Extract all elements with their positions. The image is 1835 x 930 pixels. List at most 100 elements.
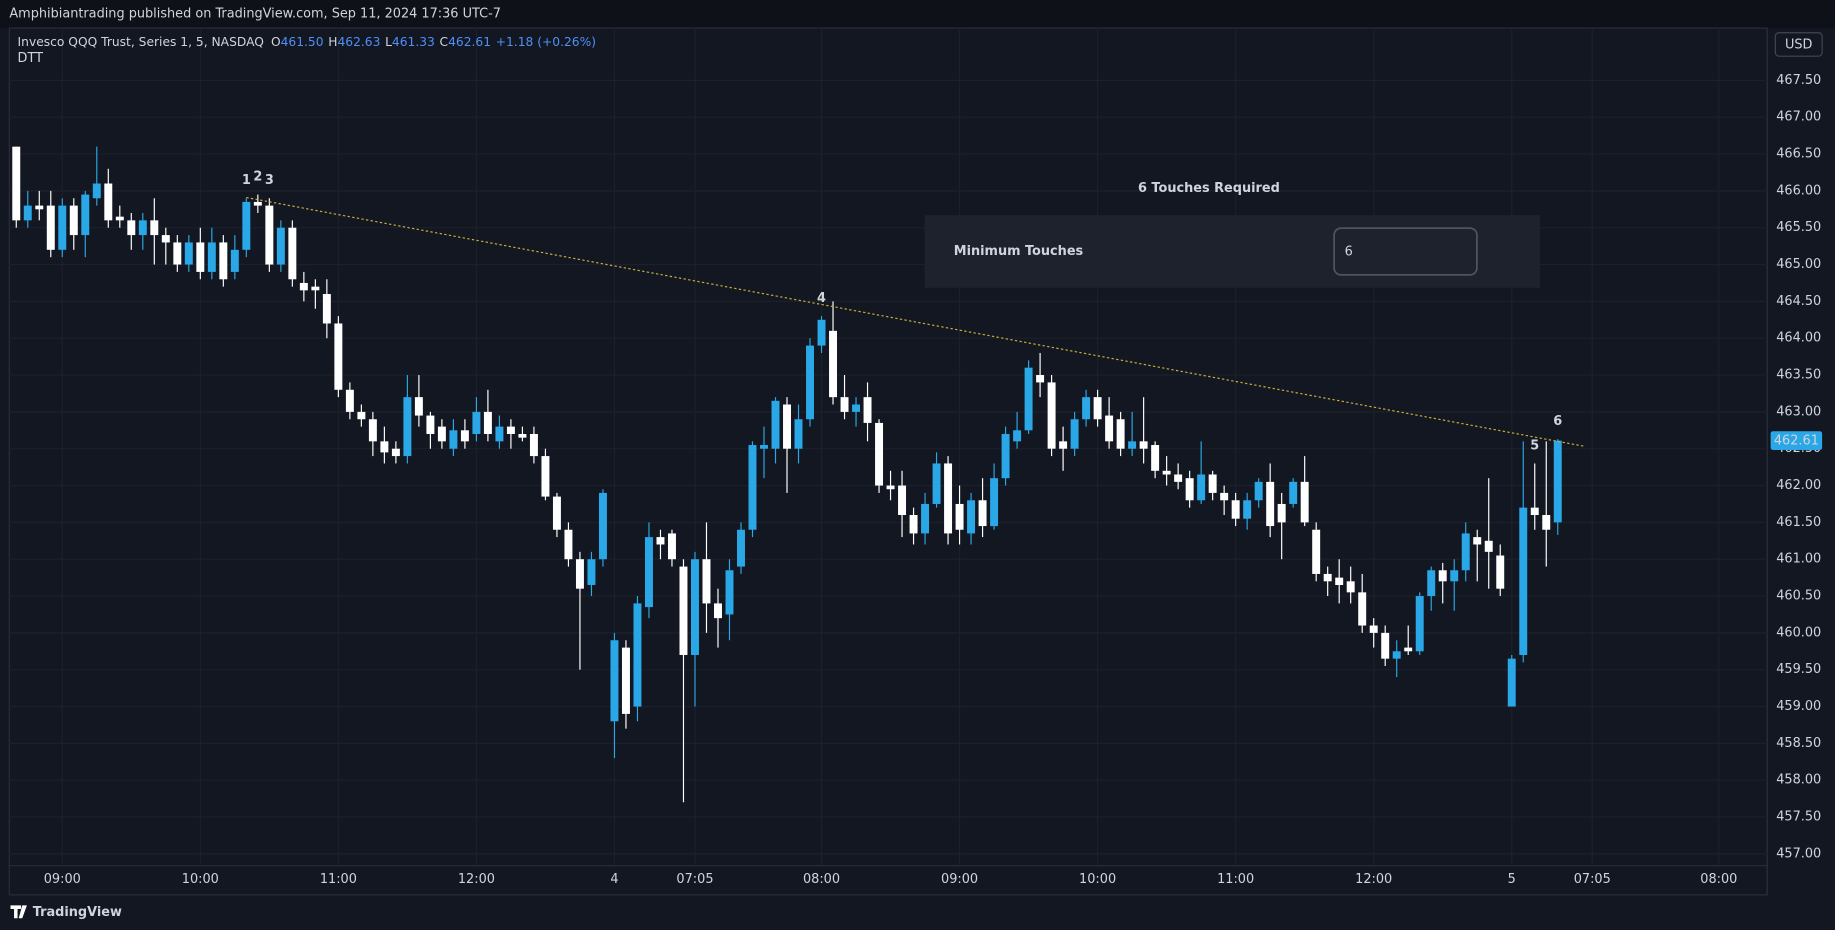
candle-body bbox=[23, 205, 32, 221]
candle-body bbox=[1277, 503, 1286, 523]
candle-body bbox=[633, 603, 642, 707]
x-tick-label: 12:00 bbox=[458, 872, 495, 887]
candle-body bbox=[230, 249, 239, 272]
candle-body bbox=[414, 397, 423, 416]
candle-body bbox=[138, 220, 147, 236]
y-tick-label: 461.00 bbox=[1776, 552, 1821, 567]
candle-body bbox=[35, 205, 44, 210]
candle-body bbox=[1162, 470, 1171, 475]
y-tick-label: 457.50 bbox=[1776, 810, 1821, 825]
candle-body bbox=[1185, 478, 1194, 501]
candle-body bbox=[1174, 474, 1183, 482]
candle-body bbox=[69, 205, 78, 236]
candle-body bbox=[886, 485, 895, 490]
candle-body bbox=[702, 559, 711, 604]
candle-body bbox=[967, 500, 976, 534]
currency[interactable]: USD bbox=[1785, 38, 1813, 53]
y-tick-label: 462.00 bbox=[1776, 478, 1821, 493]
candle-body bbox=[875, 422, 884, 486]
candle-body bbox=[1289, 481, 1298, 504]
candle-body bbox=[437, 426, 446, 442]
y-tick-label: 457.00 bbox=[1776, 846, 1821, 861]
x-tick-label: 08:00 bbox=[1700, 872, 1737, 887]
ohlc-value: 462.63 bbox=[337, 35, 380, 49]
candle-body bbox=[691, 559, 699, 655]
candle-body bbox=[1001, 433, 1010, 479]
candle-body bbox=[541, 456, 550, 497]
candle-body bbox=[207, 242, 216, 272]
candle-body bbox=[12, 146, 21, 221]
candle-body bbox=[380, 441, 389, 453]
field-value[interactable]: 6 bbox=[1345, 245, 1353, 260]
y-tick-label: 464.00 bbox=[1776, 331, 1821, 346]
grid bbox=[9, 28, 1768, 866]
top-bar bbox=[0, 0, 1835, 29]
candle-body bbox=[345, 389, 354, 412]
candle-body bbox=[495, 426, 504, 442]
brand-logo bbox=[10, 905, 27, 919]
y-tick-label: 461.50 bbox=[1776, 515, 1821, 530]
candle-body bbox=[1473, 537, 1482, 545]
candle-body bbox=[598, 492, 607, 560]
x-tick-label: 10:00 bbox=[182, 872, 219, 887]
y-tick-label: 459.50 bbox=[1776, 662, 1821, 677]
last-price-label: 462.61 bbox=[1774, 434, 1819, 449]
candle-body bbox=[1208, 474, 1217, 493]
candle-body bbox=[219, 242, 228, 280]
symbol-legend: Invesco QQQ Trust, Series 1, 5, NASDAQ O4… bbox=[18, 35, 597, 49]
y-tick-label: 464.50 bbox=[1776, 294, 1821, 309]
candle-body bbox=[1300, 481, 1309, 523]
candle-body bbox=[1105, 415, 1114, 442]
brand: TradingView bbox=[33, 905, 122, 920]
candle-body bbox=[1231, 500, 1240, 519]
ohlc-value: 462.61 bbox=[448, 35, 491, 49]
x-tick-label: 11:00 bbox=[320, 872, 357, 887]
ohlc-key: C bbox=[440, 35, 449, 49]
candle-body bbox=[403, 397, 412, 457]
candle-body bbox=[1553, 440, 1562, 523]
candle-body bbox=[737, 529, 745, 567]
candle-body bbox=[817, 319, 826, 346]
candle-body bbox=[81, 194, 90, 236]
y-tick-label: 458.50 bbox=[1776, 736, 1821, 751]
ohlc-value: 461.50 bbox=[281, 35, 324, 49]
candle-body bbox=[1530, 507, 1539, 516]
candle-body bbox=[1059, 441, 1068, 449]
candle-body bbox=[575, 559, 584, 589]
candle-body bbox=[1519, 507, 1528, 655]
candle-body bbox=[196, 242, 205, 272]
candle-body bbox=[852, 404, 861, 412]
candle-body bbox=[518, 433, 527, 438]
candle-body bbox=[1438, 570, 1447, 582]
candle-body bbox=[1507, 658, 1516, 707]
candle-body bbox=[1392, 651, 1401, 659]
candle-body bbox=[932, 463, 941, 504]
field-label: Minimum Touches bbox=[954, 244, 1084, 259]
indicator-name: DTT bbox=[18, 51, 44, 66]
candle-body bbox=[667, 533, 676, 560]
candle-body bbox=[1427, 570, 1436, 597]
candles bbox=[12, 146, 1562, 803]
candle-body bbox=[1266, 481, 1275, 527]
candle-body bbox=[1128, 441, 1137, 449]
field-input[interactable] bbox=[1333, 227, 1478, 276]
candle-body bbox=[449, 430, 458, 449]
y-tick-label: 465.00 bbox=[1776, 257, 1821, 272]
y-tick-label: 460.00 bbox=[1776, 625, 1821, 640]
candle-body bbox=[656, 537, 665, 545]
candle-body bbox=[1369, 625, 1378, 633]
candle-body bbox=[276, 227, 285, 265]
candle-body bbox=[1070, 419, 1079, 449]
candle-body bbox=[1381, 632, 1390, 659]
candle-body bbox=[288, 227, 297, 280]
candle-body bbox=[1013, 430, 1022, 442]
candle-body bbox=[1036, 375, 1045, 383]
candle-body bbox=[104, 183, 113, 221]
candle-body bbox=[829, 330, 838, 398]
y-tick-label: 465.50 bbox=[1776, 220, 1821, 235]
touch-label: 2 bbox=[253, 170, 262, 185]
last-price-tag bbox=[1770, 431, 1823, 450]
currency-box[interactable] bbox=[1774, 32, 1823, 57]
